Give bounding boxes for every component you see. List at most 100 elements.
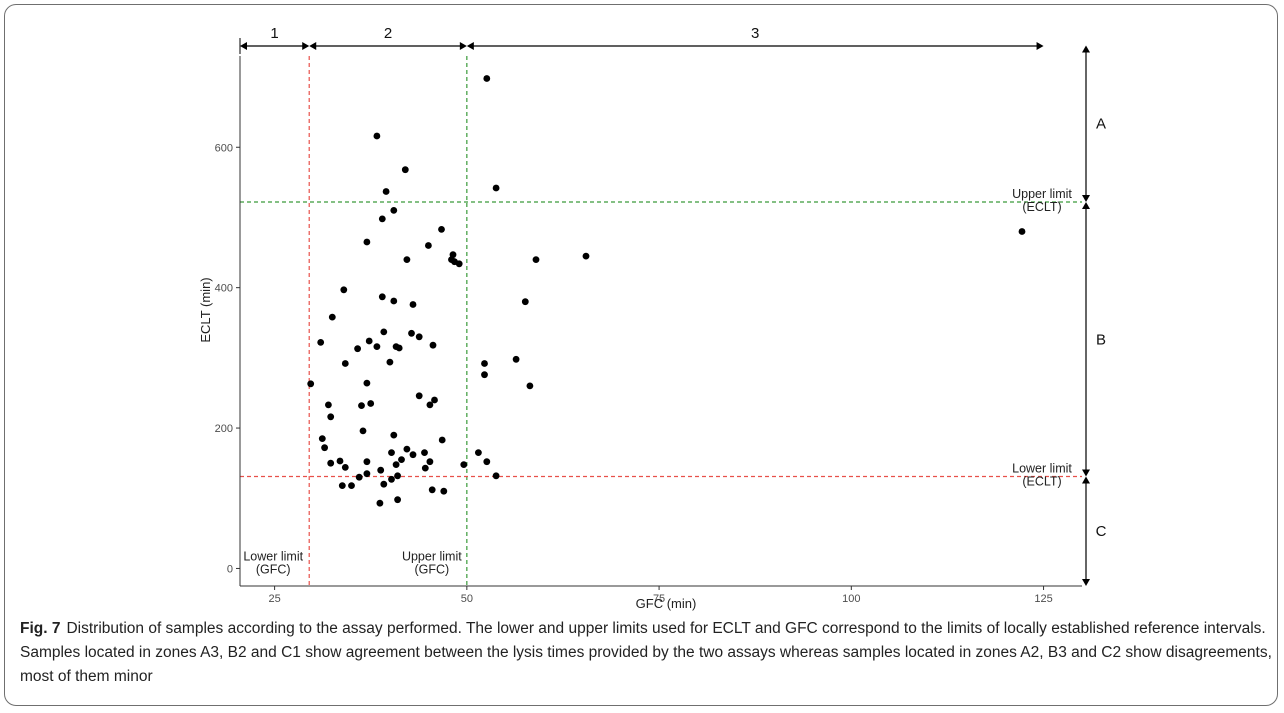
zone-arrow-head [466,42,474,50]
data-point [341,360,349,367]
data-point [378,215,386,223]
zone-label-A: A [1096,116,1106,133]
zone-arrow-head [1082,476,1090,484]
data-point [449,251,457,259]
zone-arrow-head [459,42,467,50]
data-point [415,333,423,341]
zone-label-2: 2 [384,25,392,42]
x-tick-label: 100 [842,593,860,605]
data-point [327,459,335,467]
eclt-lower-annotation-line2: (ECLT) [1022,474,1061,488]
data-point [358,402,365,409]
x-tick-label: 25 [268,593,280,605]
zone-label-B: B [1096,331,1106,348]
data-point [376,499,384,507]
data-point [367,400,375,407]
data-point [341,464,349,471]
data-point [455,260,463,268]
figure-frame [4,4,1278,706]
data-point [327,413,335,421]
data-point [325,401,332,409]
data-point [481,371,488,379]
x-tick-label: 125 [1034,593,1052,605]
data-point [483,458,491,466]
x-tick-label: 50 [461,593,473,605]
data-point [373,343,381,350]
data-point [388,449,395,456]
data-point [390,207,398,214]
y-axis-title: ECLT (min) [198,277,213,342]
data-point [401,166,409,174]
data-point [475,449,482,456]
zone-arrow-head [1082,45,1090,53]
zone-arrow-head [1082,195,1090,203]
gfc-upper-annotation-line1: Upper limit [402,549,462,563]
x-tick-label: 75 [653,593,665,605]
data-point [392,461,400,468]
data-point [438,226,445,233]
eclt-upper-annotation-line2: (ECLT) [1022,200,1061,214]
y-tick-label: 0 [227,563,233,575]
data-point [403,445,411,453]
data-point [582,252,590,260]
data-point [390,431,398,439]
zone-label-C: C [1096,523,1107,540]
data-point [359,427,367,435]
data-point [440,487,448,495]
data-point [409,451,417,459]
x-axis-title: GFC (min) [636,596,697,611]
data-point [426,458,434,466]
data-point [492,184,500,192]
caption-text: Distribution of samples according to the… [20,620,1272,685]
zone-arrow-head [1082,202,1090,210]
zone-label-1: 1 [270,25,278,42]
data-point [431,396,438,404]
data-point [394,472,401,480]
data-point [363,379,371,387]
data-point [321,444,328,452]
data-point [1018,228,1026,235]
data-point [483,75,491,82]
data-point [380,328,388,336]
eclt-upper-annotation-line1: Upper limit [1012,187,1072,201]
zone-arrow-head [302,42,310,50]
data-point [382,188,390,195]
data-point [386,358,394,366]
zone-label-3: 3 [751,25,759,42]
data-point [415,392,423,400]
data-point [355,473,363,481]
y-tick-label: 600 [215,142,233,154]
gfc-lower-annotation-line2: (GFC) [256,562,291,576]
data-point [532,256,540,263]
data-point [338,482,346,489]
data-point [394,496,401,504]
eclt-lower-annotation-line1: Lower limit [1012,461,1072,475]
data-point [398,456,405,463]
zone-arrow-head [240,42,247,50]
zone-arrow-head [309,42,317,50]
zone-markers: 1 2 3 A B C [239,25,1107,586]
data-point [526,382,534,390]
data-point [380,480,388,488]
data-point [492,472,500,480]
data-point [363,470,371,478]
data-point [521,298,529,306]
data-point [373,132,381,140]
data-point [365,337,373,345]
data-point [390,297,398,305]
data-point [388,475,395,483]
gfc-lower-annotation-line1: Lower limit [243,549,303,563]
data-point [426,401,434,409]
zone-arrow-head [1082,469,1090,477]
data-point [317,339,325,346]
data-point [428,486,436,494]
data-point [377,466,385,474]
figure-label: Fig. 7 [20,620,61,637]
data-point [460,461,468,468]
limit-annotations: Lower limit(GFC)Upper limit(GFC)Upper li… [243,187,1072,576]
data-point [378,293,386,301]
figure-caption: Fig. 7 Distribution of samples according … [20,617,1275,689]
data-point [421,464,429,472]
axes: 25 50 75 100 125 0 200 400 600 [215,56,1082,605]
data-point [403,256,411,263]
